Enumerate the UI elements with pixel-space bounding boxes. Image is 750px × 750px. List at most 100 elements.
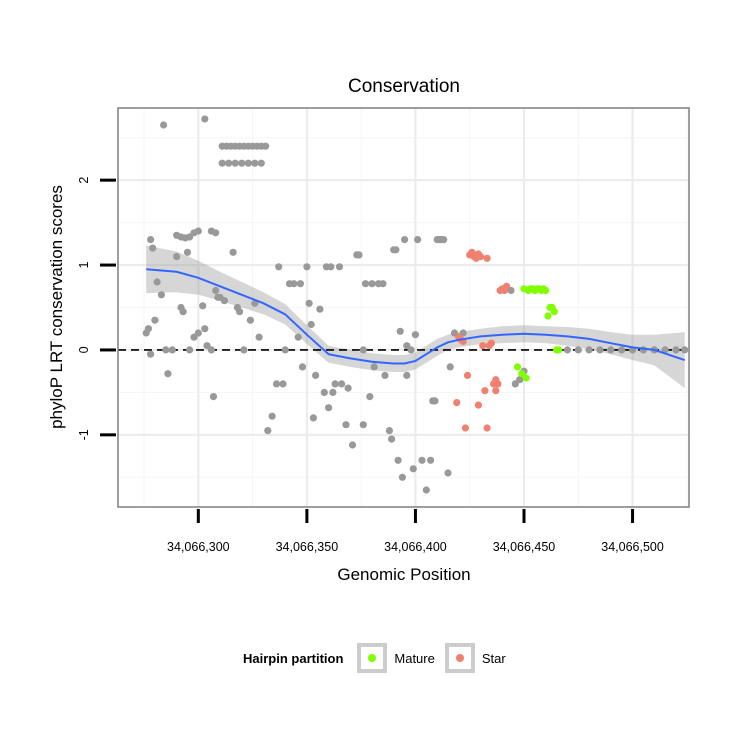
point-other	[325, 404, 333, 412]
point-mature	[522, 374, 530, 382]
point-other	[151, 316, 159, 324]
point-other	[294, 333, 302, 341]
point-star	[503, 282, 511, 290]
point-other	[225, 159, 233, 167]
point-other	[379, 280, 387, 288]
x-tick-label: 34,066,300	[167, 540, 230, 554]
point-other	[275, 263, 283, 271]
point-other	[403, 342, 411, 350]
point-other	[355, 251, 363, 259]
point-other	[229, 248, 237, 256]
point-other	[305, 299, 313, 307]
point-other	[368, 280, 376, 288]
series-star	[453, 248, 511, 432]
legend: Hairpin partition Mature Star	[243, 640, 516, 676]
point-other	[238, 159, 246, 167]
point-other	[446, 363, 454, 371]
y-tick-label: 1	[77, 262, 91, 269]
point-other	[661, 346, 669, 354]
point-other	[516, 376, 524, 384]
point-other	[281, 346, 289, 354]
point-other	[173, 253, 181, 261]
x-tick-label: 34,066,400	[384, 540, 447, 554]
chart-grid	[118, 108, 689, 507]
point-other	[427, 456, 435, 464]
point-other	[431, 397, 439, 405]
point-other	[329, 388, 337, 396]
point-other	[342, 421, 350, 429]
point-other	[251, 159, 259, 167]
series-mature	[513, 285, 563, 382]
x-tick-label: 34,066,450	[493, 540, 556, 554]
point-star	[494, 380, 502, 388]
point-mature	[518, 370, 526, 378]
point-other	[264, 427, 272, 435]
point-other	[246, 316, 254, 324]
point-other	[209, 393, 218, 401]
point-other	[157, 291, 165, 299]
point-other	[338, 380, 346, 388]
point-star	[485, 342, 493, 350]
point-other	[257, 159, 265, 167]
point-other	[672, 346, 680, 354]
point-other	[255, 333, 263, 341]
point-star	[479, 342, 487, 350]
legend-key-mature	[357, 643, 388, 673]
point-star	[483, 424, 491, 432]
point-other	[396, 327, 404, 335]
point-other	[440, 236, 448, 244]
point-other	[327, 263, 335, 271]
point-other	[618, 346, 626, 354]
point-other	[186, 346, 194, 354]
point-other	[298, 363, 307, 371]
point-other	[212, 229, 220, 237]
point-other	[607, 346, 615, 354]
smooth-band-layer	[146, 245, 685, 389]
point-other	[220, 297, 228, 305]
point-other	[164, 370, 172, 378]
point-other	[303, 263, 311, 271]
point-mature	[513, 363, 522, 371]
point-other	[381, 371, 389, 379]
point-other	[398, 473, 406, 481]
point-other	[262, 142, 270, 150]
point-other	[244, 159, 252, 167]
point-other	[160, 121, 168, 129]
point-other	[212, 286, 220, 295]
point-mature	[550, 308, 559, 316]
point-other	[168, 346, 176, 354]
point-other	[307, 320, 315, 329]
point-other	[403, 371, 411, 379]
y-tick-label: -1	[77, 429, 91, 440]
point-other	[290, 280, 298, 288]
point-other	[348, 441, 357, 449]
legend-dot-star	[455, 654, 464, 662]
plot-panel-border	[117, 107, 690, 508]
point-other	[183, 248, 192, 256]
point-other	[370, 363, 378, 371]
legend-dot-mature	[368, 654, 377, 662]
point-other	[320, 388, 328, 396]
point-other	[681, 346, 689, 354]
point-other	[366, 393, 374, 401]
point-other	[409, 465, 417, 473]
legend-title: Hairpin partition	[243, 650, 344, 666]
point-other	[312, 371, 320, 379]
legend-label-mature: Mature	[394, 650, 435, 666]
point-other	[279, 380, 287, 388]
point-other	[201, 115, 209, 123]
x-tick-label: 34,066,500	[601, 540, 664, 554]
point-star	[463, 371, 472, 379]
points-layer	[142, 115, 689, 494]
point-other	[272, 380, 281, 388]
point-other	[574, 346, 582, 354]
point-other	[444, 469, 452, 477]
point-star	[461, 424, 469, 432]
point-other	[236, 308, 244, 316]
point-other	[218, 159, 226, 167]
point-other	[411, 331, 419, 339]
point-other	[201, 325, 209, 333]
point-other	[388, 435, 396, 443]
point-other	[596, 346, 604, 354]
point-other	[296, 280, 304, 288]
